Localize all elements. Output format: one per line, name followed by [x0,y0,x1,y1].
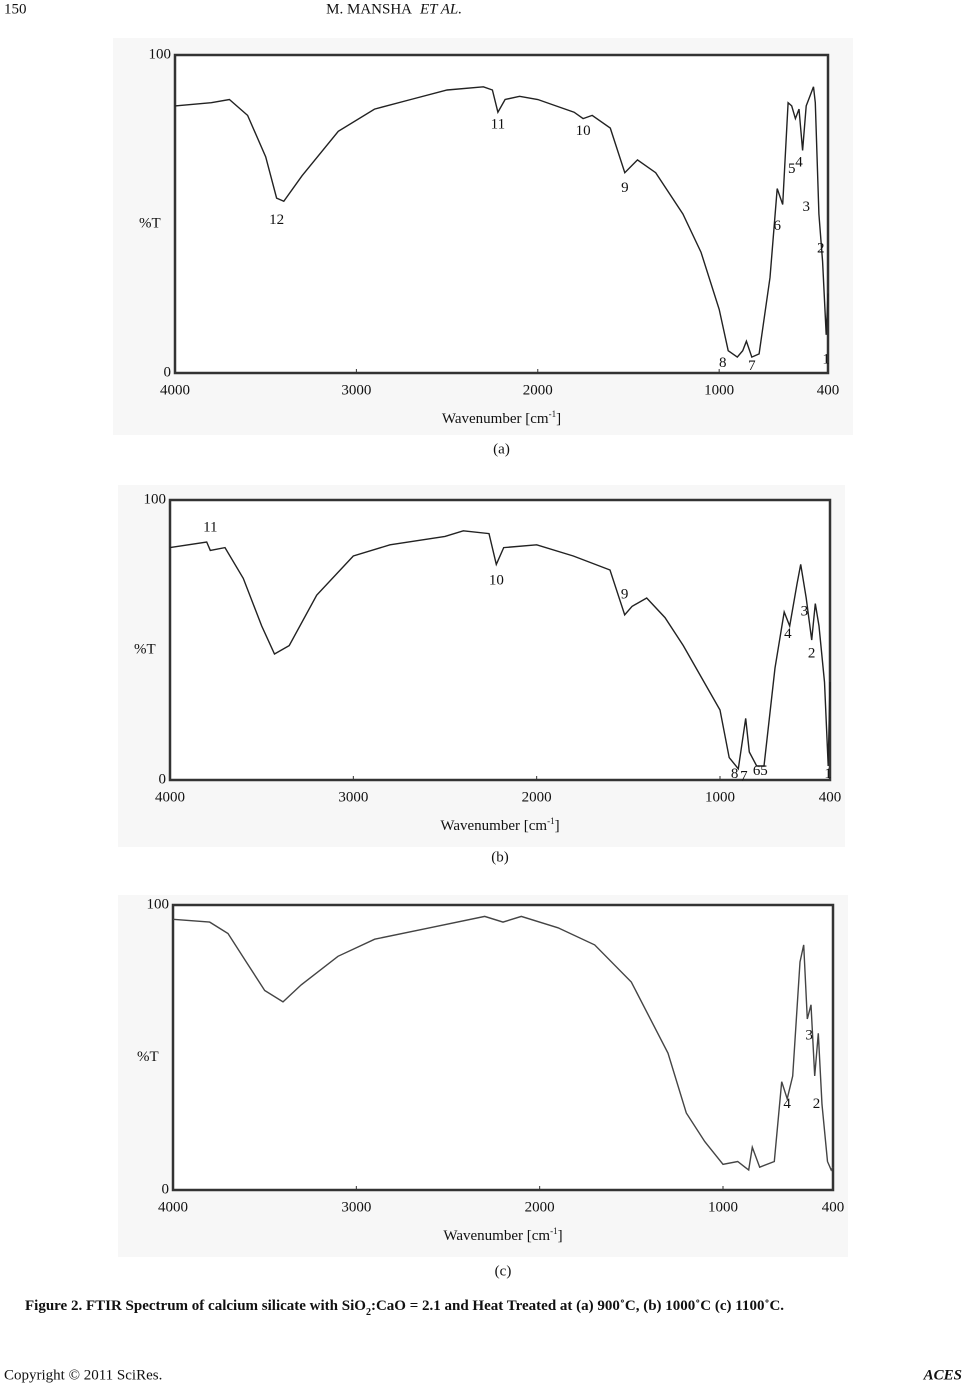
x-axis-label: Wavenumber [cm-1] [442,409,561,427]
x-label-text: Wavenumber [cm [443,1228,550,1244]
x-tick-label: 4000 [155,789,185,805]
peak-label: 12 [269,212,284,228]
spectrum-line [174,86,829,359]
x-label-text: Wavenumber [cm [440,818,547,834]
y-axis-label: %T [139,215,161,231]
peak-label: 3 [801,603,809,619]
page-number: 150 [4,1,27,17]
peak-label: 8 [719,355,727,371]
x-tick-label: 400 [822,1199,845,1215]
peak-label: 2 [817,240,825,256]
peak-label: 4 [795,155,803,171]
y-tick-label: 100 [149,46,172,62]
peak-label: 11 [203,519,217,535]
x-tick-label: 2000 [523,382,553,398]
x-tick-label: 3000 [338,789,368,805]
peak-label: 2 [813,1096,821,1112]
peak-label: 9 [621,180,629,196]
x-tick-label: 1000 [708,1199,738,1215]
x-tick-label: 4000 [158,1199,188,1215]
peak-label: 5 [760,763,768,779]
peak-label: 7 [740,769,748,785]
peak-label: 5 [788,161,796,177]
journal: ACES [923,1367,962,1383]
x-tick-label: 400 [817,382,840,398]
peak-label: 11 [491,116,505,132]
caption-end: :CaO = 2.1 and Heat Treated at (a) 900˚C… [371,1298,784,1314]
plot-frame [168,498,832,782]
peak-label: 4 [784,626,792,642]
spectrum-line [169,530,831,771]
x-label-end: ] [555,818,560,834]
x-tick-label: 2000 [525,1199,555,1215]
peak-label: 6 [773,218,781,234]
x-label-text: Wavenumber [cm [442,411,549,427]
x-label-sup: -1 [550,1226,558,1236]
plot-frame [171,903,835,1192]
subfigure-label: (a) [493,441,510,457]
x-tick-label: 2000 [522,789,552,805]
x-tick-label: 3000 [341,382,371,398]
peak-label: 3 [805,1028,813,1044]
author: M. MANSHA [326,1,412,17]
peak-label: 10 [489,573,504,589]
caption-sub: 2 [366,1307,371,1318]
peak-label: 8 [731,766,739,782]
x-axis-label: Wavenumber [cm-1] [443,1226,562,1244]
x-tick-label: 4000 [160,382,190,398]
x-tick-label: 400 [819,789,842,805]
peak-label: 3 [802,199,810,215]
x-tick-label: 1000 [705,789,735,805]
subfigure-label: (c) [495,1263,512,1279]
peak-label: 7 [748,358,756,374]
etal: ET AL. [419,1,462,17]
copyright: Copyright © 2011 SciRes. [4,1367,162,1383]
x-label-sup: -1 [547,816,555,826]
peak-label: 1 [822,352,830,368]
caption: Figure 2. FTIR Spectrum of calcium silic… [25,1298,784,1317]
y-tick-label: 0 [159,771,167,787]
y-tick-label: 100 [147,896,170,912]
subfigure-label: (b) [491,849,509,865]
y-tick-label: 100 [144,491,167,507]
peak-label: 10 [576,123,591,139]
y-axis-label: %T [134,641,156,657]
peak-label: 1 [824,766,832,782]
x-axis-label: Wavenumber [cm-1] [440,816,559,834]
x-label-end: ] [556,411,561,427]
caption-start: Figure 2. FTIR Spectrum of calcium silic… [25,1298,366,1314]
plot-frame [173,53,830,375]
peak-label: 6 [753,763,761,779]
y-tick-label: 0 [164,364,172,380]
x-tick-label: 3000 [341,1199,371,1215]
y-tick-label: 0 [162,1181,170,1197]
x-label-sup: -1 [549,409,557,419]
peak-label: 9 [621,587,629,603]
peak-label: 2 [808,645,816,661]
x-tick-label: 1000 [704,382,734,398]
y-axis-label: %T [137,1049,159,1065]
peak-label: 4 [783,1096,791,1112]
spectrum-line [172,915,834,1172]
x-label-end: ] [558,1228,563,1244]
